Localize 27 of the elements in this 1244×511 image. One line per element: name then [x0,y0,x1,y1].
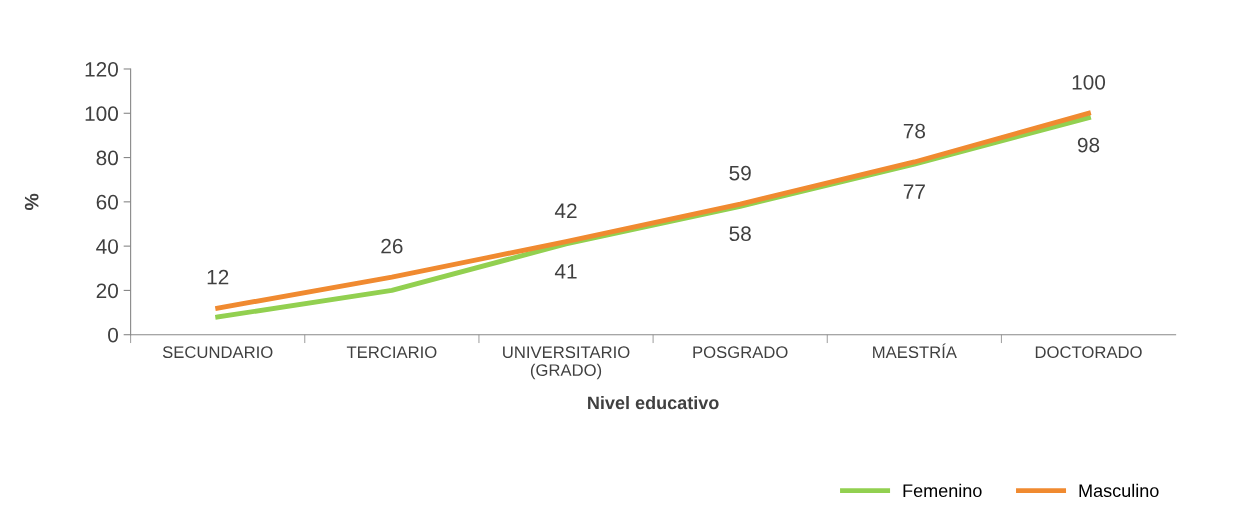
data-label: 59 [729,165,751,181]
x-tick-label: POSGRADO [693,346,788,359]
legend-label: Masculino [1079,483,1159,498]
data-label: 98 [1077,137,1100,153]
data-label: 77 [903,184,925,199]
y-tick-label: 100 [85,106,118,122]
data-label: 78 [903,123,926,139]
y-tick-label: 40 [96,239,118,254]
data-label: 41 [554,264,577,279]
x-tick-label: MAESTRÍA [873,343,957,359]
y-tick-label: 20 [96,283,118,299]
data-label: 12 [207,269,229,285]
data-label: 100 [1072,74,1106,90]
y-tick-label: 60 [96,194,118,210]
x-tick-label: TERCIARIO [346,346,437,359]
data-label: 26 [381,238,403,254]
y-tick-label: 120 [85,61,118,77]
data-label: 58 [729,226,751,242]
data-label: 42 [554,203,577,218]
y-axis-title: % [24,193,39,211]
x-tick-label: UNIVERSITARIO (GRADO) [503,346,630,380]
y-tick-label: 80 [96,150,118,166]
x-tick-label: DOCTORADO [1035,346,1142,359]
legend-label: Femenino [903,483,982,498]
x-tick-label: SECUNDARIO [162,346,273,359]
y-tick-label: 0 [108,327,118,343]
x-axis-title: Nivel educativo [588,395,719,410]
